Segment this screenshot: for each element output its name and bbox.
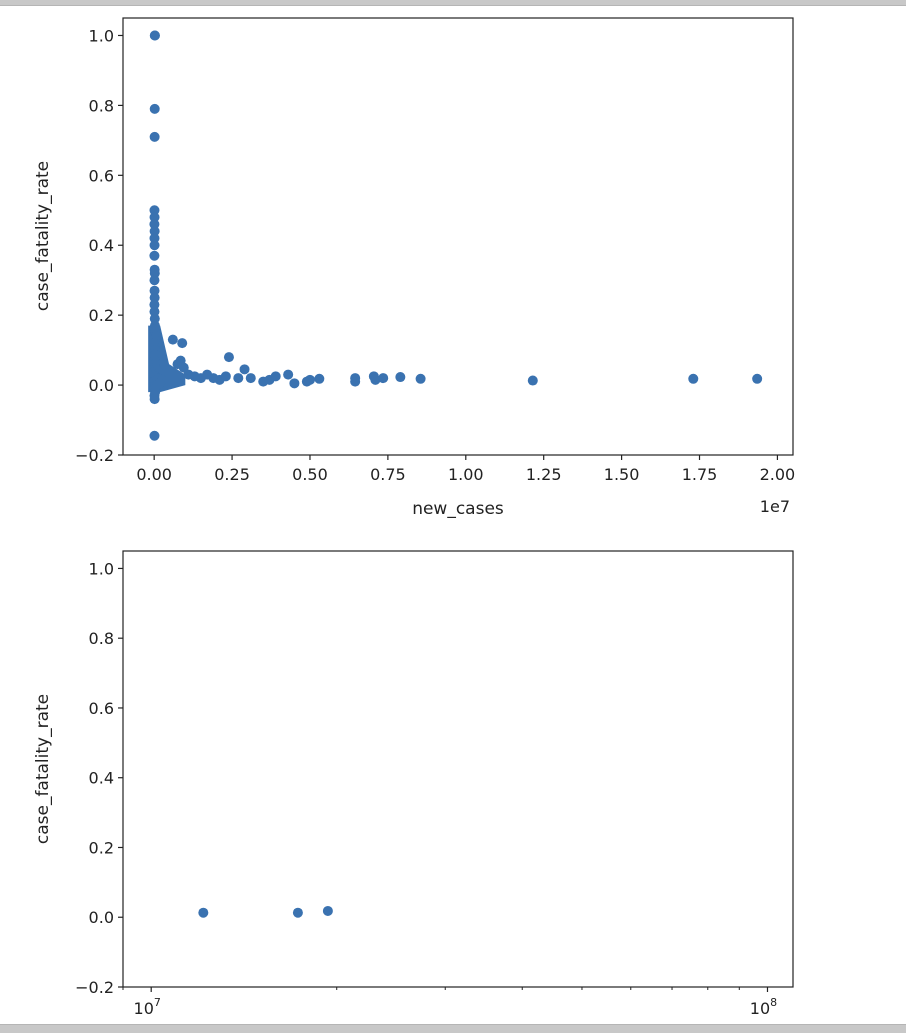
y-tick-label: 0.6 <box>89 166 114 185</box>
bottom-window-strip <box>0 1024 906 1033</box>
data-point <box>149 394 160 405</box>
data-point <box>322 905 333 916</box>
data-point <box>395 372 406 383</box>
y-tick-label: 1.0 <box>89 26 114 45</box>
data-point <box>149 30 160 41</box>
x-tick-label: 2.00 <box>760 465 796 484</box>
x-tick-label: 0.75 <box>370 465 406 484</box>
data-point <box>149 219 160 230</box>
data-point <box>527 375 538 386</box>
y-tick-label: 0.0 <box>89 376 114 395</box>
y-tick-label: −0.2 <box>75 978 114 997</box>
scatter-chart-1: −0.2 0.0 0.2 0.4 0.6 0.8 1.0 0.00 0.25 0.50 0.75 1… <box>33 17 795 519</box>
data-point <box>350 376 361 387</box>
y-tick-label: −0.2 <box>75 446 114 465</box>
data-point <box>415 373 426 384</box>
y-axis-label-2: case_fatality_rate <box>33 694 53 844</box>
data-point <box>270 371 281 382</box>
x-tick-label: 107 <box>134 996 161 1018</box>
data-points-2 <box>198 905 333 918</box>
y-tick-label: 0.4 <box>89 236 114 255</box>
top-window-strip <box>0 0 906 6</box>
plot-frame-2 <box>122 550 794 988</box>
data-point <box>149 226 160 237</box>
y-tick-label: 0.8 <box>89 96 114 115</box>
x-axis-2: 107 108 <box>122 987 777 1018</box>
data-point <box>752 373 763 384</box>
y-tick-label: 0.2 <box>89 306 114 325</box>
data-point <box>149 292 160 303</box>
y-axis-1: −0.2 0.0 0.2 0.4 0.6 0.8 1.0 <box>75 26 123 465</box>
y-tick-label: 0.0 <box>89 908 114 927</box>
x-tick-label: 0.25 <box>214 465 250 484</box>
data-point <box>314 373 325 384</box>
data-point <box>220 371 231 382</box>
data-point <box>149 250 160 261</box>
data-point <box>149 430 160 441</box>
scatter-chart-2: −0.2 0.0 0.2 0.4 0.6 0.8 1.0 107 108 case_fatal… <box>33 550 794 1018</box>
x-tick-label: 0.00 <box>136 465 172 484</box>
x-axis-offset-label: 1e7 <box>760 497 790 516</box>
x-tick-label: 1.50 <box>604 465 640 484</box>
plot-frame-1 <box>122 17 794 456</box>
y-tick-label: 0.2 <box>89 838 114 857</box>
data-point <box>149 299 160 310</box>
data-point <box>688 373 699 384</box>
y-axis-label-1: case_fatality_rate <box>33 161 53 311</box>
data-point <box>370 374 381 385</box>
x-tick-label: 0.50 <box>292 465 328 484</box>
data-point <box>223 352 234 363</box>
data-point <box>378 373 389 384</box>
data-point <box>177 338 188 349</box>
data-point <box>149 103 160 114</box>
y-tick-label: 0.6 <box>89 699 114 718</box>
data-point <box>149 233 160 244</box>
data-point <box>149 313 160 324</box>
data-point <box>149 240 160 251</box>
y-axis-2: −0.2 0.0 0.2 0.4 0.6 0.8 1.0 <box>75 559 123 997</box>
data-point <box>149 205 160 216</box>
x-tick-label: 1.25 <box>526 465 562 484</box>
data-point <box>289 378 300 389</box>
data-point <box>233 373 244 384</box>
data-point <box>149 131 160 142</box>
y-tick-label: 1.0 <box>89 559 114 578</box>
data-point <box>292 907 303 918</box>
x-axis-label-1: new_cases <box>412 499 504 519</box>
y-tick-label: 0.4 <box>89 769 114 788</box>
y-tick-label: 0.8 <box>89 629 114 648</box>
data-point <box>283 369 294 380</box>
data-point <box>304 374 315 385</box>
data-point <box>149 285 160 296</box>
data-points-1 <box>148 30 763 441</box>
x-axis-1: 0.00 0.25 0.50 0.75 1.00 1.25 1.50 1.75 2.00 <box>136 455 795 484</box>
x-tick-label: 1.00 <box>448 465 484 484</box>
data-point <box>245 373 256 384</box>
x-tick-label: 108 <box>750 996 777 1018</box>
data-point <box>239 364 250 375</box>
data-point <box>149 212 160 223</box>
data-point <box>167 334 178 345</box>
data-point <box>149 275 160 286</box>
data-point <box>198 907 209 918</box>
x-tick-label: 1.75 <box>682 465 718 484</box>
